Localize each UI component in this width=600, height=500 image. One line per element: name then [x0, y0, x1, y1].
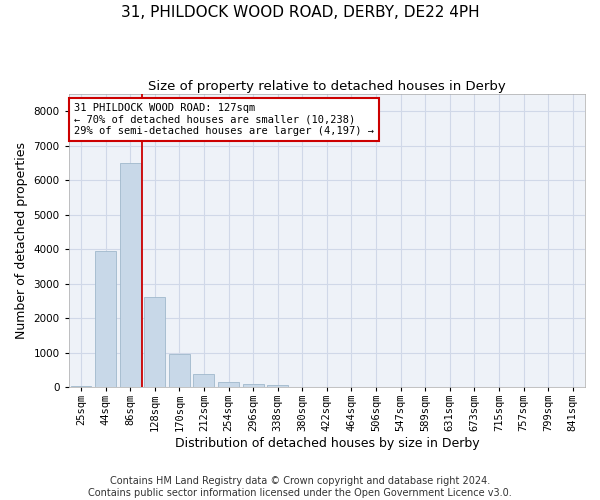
Y-axis label: Number of detached properties: Number of detached properties — [15, 142, 28, 339]
Bar — [193, 374, 214, 387]
Bar — [242, 384, 263, 387]
Text: 31 PHILDOCK WOOD ROAD: 127sqm
← 70% of detached houses are smaller (10,238)
29% : 31 PHILDOCK WOOD ROAD: 127sqm ← 70% of d… — [74, 103, 374, 136]
Text: Contains HM Land Registry data © Crown copyright and database right 2024.
Contai: Contains HM Land Registry data © Crown c… — [88, 476, 512, 498]
Bar — [218, 382, 239, 387]
Text: 31, PHILDOCK WOOD ROAD, DERBY, DE22 4PH: 31, PHILDOCK WOOD ROAD, DERBY, DE22 4PH — [121, 5, 479, 20]
Title: Size of property relative to detached houses in Derby: Size of property relative to detached ho… — [148, 80, 506, 93]
Bar — [145, 298, 165, 387]
Bar — [71, 386, 91, 387]
Bar — [169, 354, 190, 387]
Bar — [120, 163, 140, 387]
X-axis label: Distribution of detached houses by size in Derby: Distribution of detached houses by size … — [175, 437, 479, 450]
Bar — [95, 251, 116, 387]
Bar — [267, 385, 288, 387]
